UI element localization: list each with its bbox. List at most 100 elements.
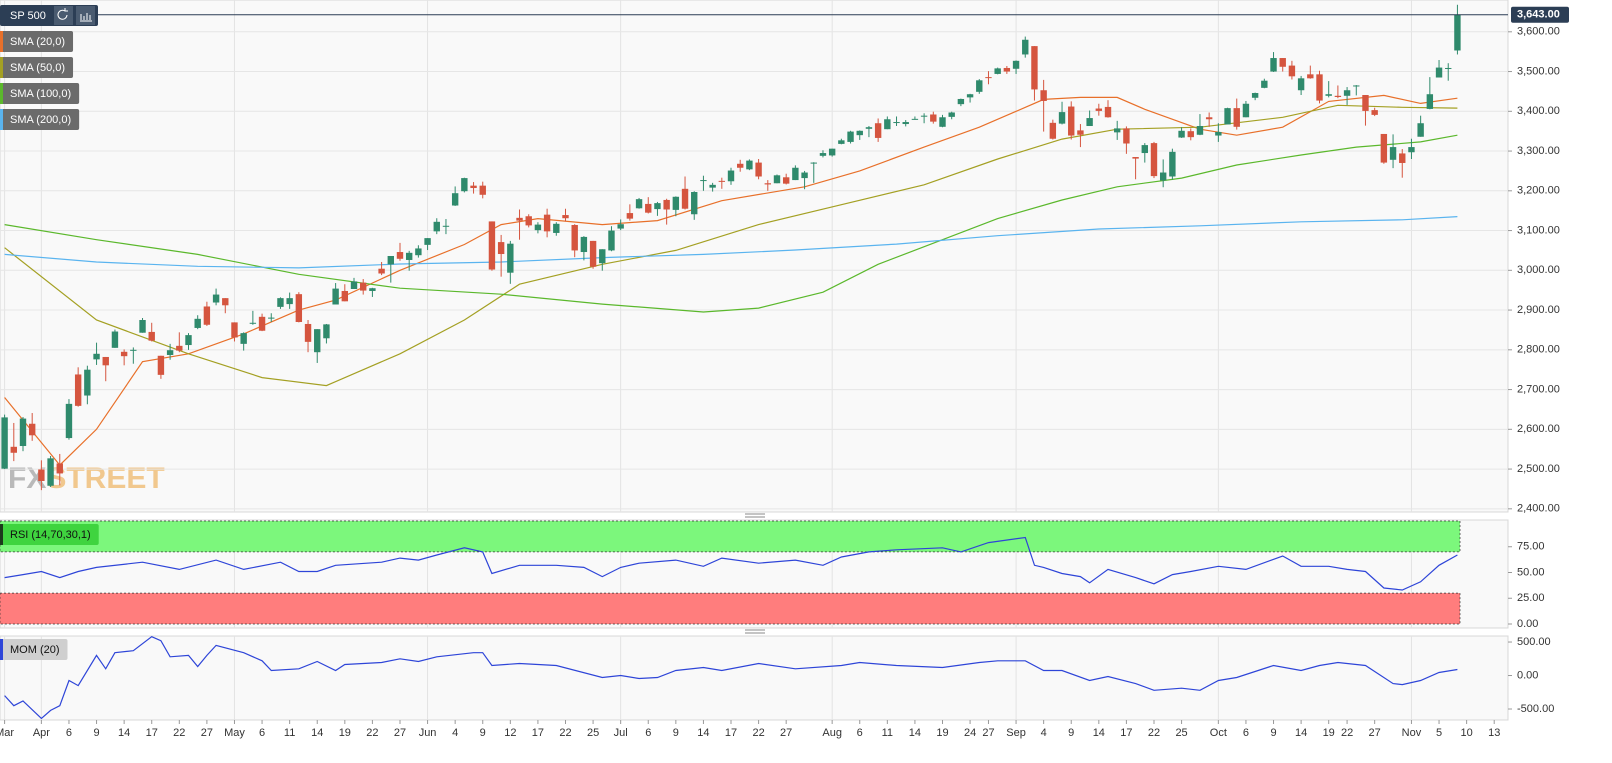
x-tick-label: 6 xyxy=(1243,727,1249,739)
candle-body xyxy=(488,221,496,270)
candle-body xyxy=(396,252,404,259)
candle-body xyxy=(231,322,238,338)
x-tick-label: 9 xyxy=(480,727,486,739)
candle-body xyxy=(589,240,597,267)
candle-body xyxy=(755,162,762,177)
candle-body xyxy=(1040,90,1047,101)
x-tick-label: 4 xyxy=(1041,727,1047,739)
candle-body xyxy=(1132,157,1139,159)
x-tick-label: Nov xyxy=(1402,727,1422,739)
candle-body xyxy=(874,123,882,138)
candle-body xyxy=(1288,65,1296,77)
x-tick-label: 14 xyxy=(909,727,921,739)
candle-body xyxy=(976,80,983,92)
candle-body xyxy=(166,350,174,355)
line xyxy=(4,216,1458,269)
legend-label: SMA (200,0) xyxy=(10,114,71,126)
candle-body xyxy=(212,294,220,303)
candle-body xyxy=(424,238,431,245)
watermark-street: STREET xyxy=(46,462,164,495)
candle-body xyxy=(1454,14,1461,51)
x-tick-label: 11 xyxy=(284,727,295,739)
candle-body xyxy=(451,193,459,206)
x-tick-label: 6 xyxy=(857,727,863,739)
candle-body xyxy=(1031,46,1038,90)
legend-label: MOM (20) xyxy=(10,644,60,656)
candle-body xyxy=(1141,145,1148,154)
x-tick-label: 11 xyxy=(882,727,893,739)
candle-body xyxy=(84,369,91,396)
candle-body xyxy=(911,118,919,120)
candle-body xyxy=(222,298,229,306)
candle-body xyxy=(93,353,100,360)
candle-body xyxy=(1123,128,1130,144)
last-price-label: 3,643.00 xyxy=(1517,9,1560,21)
y-tick-label: 50.00 xyxy=(1517,566,1545,578)
legend-item[interactable]: SMA (20,0) xyxy=(0,31,74,52)
x-tick-label: 27 xyxy=(982,727,994,739)
candle-body xyxy=(369,288,376,291)
x-tick-label: 17 xyxy=(725,727,737,739)
candle-body xyxy=(939,117,946,127)
legend-item[interactable]: SP 500 xyxy=(0,5,98,26)
x-tick-label: 27 xyxy=(201,727,213,739)
legend-box xyxy=(0,31,74,52)
candle-body xyxy=(1049,122,1057,139)
x-tick-label: Jun xyxy=(419,727,437,739)
candle-body xyxy=(203,306,211,325)
candle-body xyxy=(479,185,486,195)
legend-item[interactable]: SMA (50,0) xyxy=(0,57,74,78)
candle-body xyxy=(663,199,670,210)
candle-body xyxy=(1389,147,1397,160)
legend-item[interactable]: RSI (14,70,30,1) xyxy=(0,524,99,545)
legend-item[interactable]: SMA (100,0) xyxy=(0,83,80,104)
candle-body xyxy=(1380,133,1388,163)
candle-body xyxy=(405,252,413,260)
legend-label: SMA (50,0) xyxy=(10,62,65,74)
x-tick-label: 17 xyxy=(146,727,158,739)
y-tick-label: 0.00 xyxy=(1517,618,1538,630)
candle-body xyxy=(580,236,588,253)
candle-body xyxy=(19,418,27,447)
candle-body xyxy=(10,446,17,453)
x-tick-label: 13 xyxy=(1488,727,1500,739)
candle-body xyxy=(1086,118,1093,127)
candle-body xyxy=(1316,74,1323,101)
band xyxy=(0,520,1461,553)
candle-body xyxy=(1196,126,1204,135)
candle-body xyxy=(994,68,1001,74)
x-tick-label: 12 xyxy=(504,727,516,739)
candle-body xyxy=(764,183,771,185)
legend-label: SMA (20,0) xyxy=(10,36,65,48)
legend-title: SP 500 xyxy=(10,10,46,22)
candle-body xyxy=(838,140,845,144)
y-tick-label: 75.00 xyxy=(1517,541,1545,553)
refresh-icon xyxy=(57,8,68,20)
candle-body xyxy=(148,331,155,341)
candle-body xyxy=(1003,67,1011,72)
candle-body xyxy=(709,184,716,188)
pane-handle[interactable] xyxy=(745,513,765,518)
legend-swatch xyxy=(0,57,3,78)
candle-body xyxy=(1095,108,1103,111)
x-tick-label: 14 xyxy=(118,727,130,739)
x-tick-label: 22 xyxy=(559,727,571,739)
legend-item[interactable]: SMA (200,0) xyxy=(0,109,80,130)
x-tick-label: Oct xyxy=(1210,727,1227,739)
legend-icon-box xyxy=(76,6,95,25)
candle-body xyxy=(884,119,891,130)
candle-body xyxy=(1169,151,1176,177)
candle-body xyxy=(1279,58,1286,67)
y-tick-label: 3,400.00 xyxy=(1517,105,1560,117)
candle-body xyxy=(1297,78,1305,91)
y-tick-label: 2,900.00 xyxy=(1517,304,1560,316)
x-tick-label: May xyxy=(224,727,245,739)
candle-body xyxy=(801,172,808,179)
pane-handle[interactable] xyxy=(745,629,765,634)
mom-pane xyxy=(0,635,1509,721)
legend-item[interactable]: MOM (20) xyxy=(0,639,68,660)
price-pane xyxy=(0,0,1509,513)
legend-swatch xyxy=(0,524,3,545)
candle-body xyxy=(1215,131,1222,136)
